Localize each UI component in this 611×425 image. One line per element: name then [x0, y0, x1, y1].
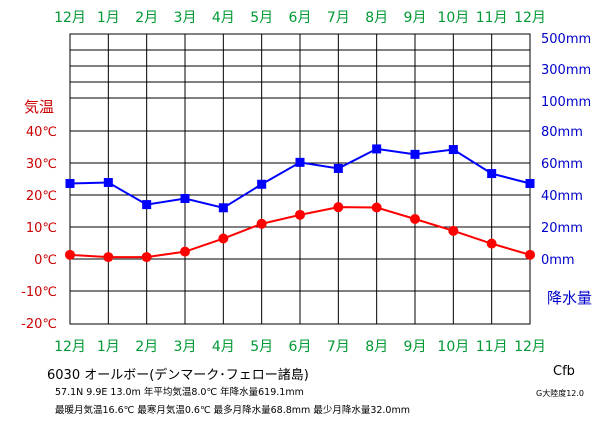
temperature-marker: [256, 218, 267, 229]
climate-code: Cfb: [553, 364, 575, 379]
precipitation-marker: [65, 178, 75, 188]
month-label-bottom: 12月: [54, 339, 86, 355]
month-label-bottom: 7月: [327, 339, 350, 355]
temperature-tick-label: 30℃: [26, 157, 57, 172]
month-label-top: 2月: [135, 10, 158, 26]
precipitation-tick-label: 100mm: [541, 95, 591, 110]
month-label-top: 1月: [97, 10, 120, 26]
precipitation-marker: [257, 179, 267, 189]
precipitation-axis-label: 降水量: [547, 289, 592, 307]
temperature-marker: [180, 246, 190, 257]
precipitation-tick-label: 20mm: [541, 221, 583, 236]
temperature-marker: [295, 209, 305, 220]
precipitation-marker: [142, 200, 152, 210]
month-label-top: 9月: [404, 10, 427, 26]
month-label-bottom: 2月: [135, 339, 158, 355]
temperature-marker: [65, 249, 75, 260]
station-stats-line1: 57.1N 9.9E 13.0m 年平均気温8.0℃ 年降水量619.1mm: [55, 387, 304, 398]
month-label-top: 5月: [250, 10, 273, 26]
month-label-top: 11月: [476, 10, 508, 26]
month-label-bottom: 12月: [514, 339, 546, 355]
month-label-bottom: 1月: [97, 339, 120, 355]
precipitation-tick-label: 80mm: [541, 125, 583, 140]
precipitation-tick-label: 500mm: [541, 32, 591, 47]
temperature-marker: [525, 249, 535, 260]
temperature-tick-label: -10℃: [21, 285, 57, 300]
temperature-tick-label: 0℃: [34, 253, 57, 268]
month-label-top: 3月: [174, 10, 197, 26]
month-label-bottom: 9月: [404, 339, 427, 355]
continentality-note: G大陸度12.0: [536, 389, 585, 398]
precipitation-marker: [372, 144, 382, 154]
month-label-bottom: 4月: [212, 339, 235, 355]
temperature-tick-label: 10℃: [26, 221, 57, 236]
temperature-marker: [218, 233, 229, 244]
temperature-marker: [333, 202, 344, 213]
precipitation-marker: [487, 169, 497, 179]
precipitation-tick-label: 60mm: [541, 157, 583, 172]
precipitation-marker: [410, 149, 420, 159]
month-label-top: 8月: [365, 10, 388, 26]
temperature-tick-label: -20℃: [21, 317, 57, 332]
precipitation-marker: [103, 178, 113, 188]
month-label-bottom: 6月: [289, 339, 312, 355]
month-label-bottom: 10月: [437, 339, 469, 355]
month-label-top: 12月: [514, 10, 546, 26]
temperature-marker: [410, 214, 420, 224]
station-title: 6030 オールボー(デンマーク･フェロー諸島): [47, 368, 309, 383]
precipitation-tick-label: 40mm: [541, 189, 583, 204]
month-label-bottom: 5月: [250, 339, 273, 355]
precipitation-marker: [295, 157, 305, 167]
month-label-top: 7月: [327, 10, 350, 26]
month-label-top: 4月: [212, 10, 235, 26]
temperature-marker: [141, 252, 152, 263]
temperature-marker: [448, 225, 459, 236]
temperature-marker: [486, 238, 497, 249]
month-label-top: 12月: [54, 10, 86, 26]
precipitation-tick-label: 300mm: [541, 63, 591, 78]
month-label-top: 10月: [437, 10, 469, 26]
precipitation-marker: [448, 145, 458, 155]
precipitation-marker: [218, 203, 228, 213]
temperature-marker: [103, 252, 114, 263]
precipitation-marker: [525, 178, 535, 188]
month-label-bottom: 8月: [365, 339, 388, 355]
precipitation-marker: [333, 163, 343, 173]
temperature-tick-label: 20℃: [26, 189, 57, 204]
station-stats-line2: 最暖月気温16.6℃ 最寒月気温0.6℃ 最多月降水量68.8mm 最少月降水量…: [55, 405, 410, 416]
precipitation-marker: [180, 194, 190, 204]
temperature-marker: [371, 202, 382, 213]
precipitation-tick-label: 0mm: [541, 253, 575, 268]
temperature-tick-label: 40℃: [26, 125, 57, 140]
month-label-bottom: 11月: [476, 339, 508, 355]
temperature-axis-label: 気温: [24, 98, 54, 116]
month-label-bottom: 3月: [174, 339, 197, 355]
month-label-top: 6月: [289, 10, 312, 26]
